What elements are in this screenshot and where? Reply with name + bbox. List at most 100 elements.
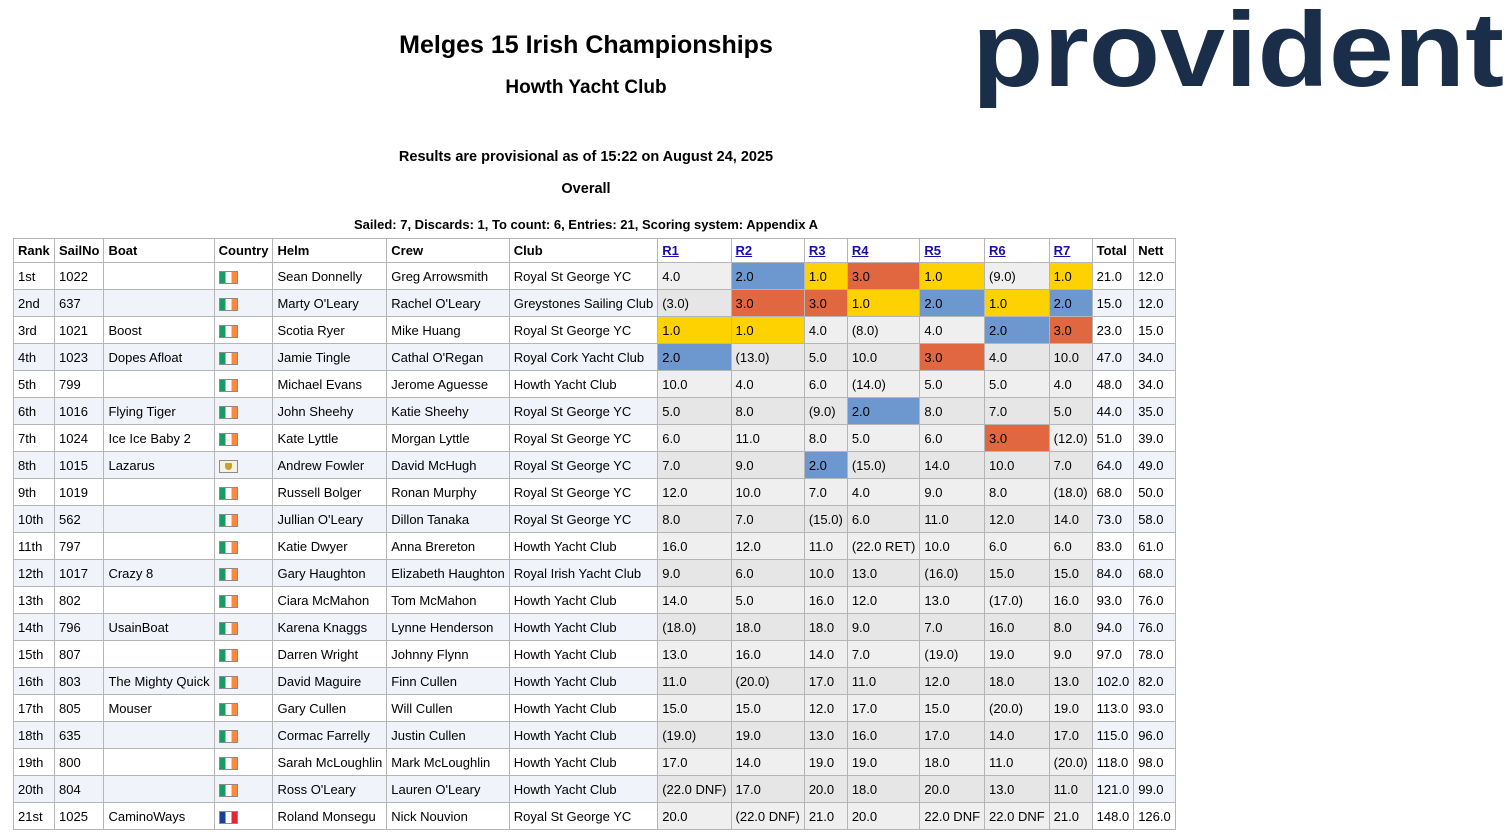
- race-score-r2: 8.0: [730, 397, 805, 425]
- club-cell: Howth Yacht Club: [508, 370, 659, 398]
- sail-number-cell: 799: [53, 370, 105, 398]
- club-cell: Howth Yacht Club: [508, 694, 659, 722]
- column-header-nett: Nett: [1133, 238, 1176, 263]
- boat-name-cell: [103, 532, 215, 560]
- nett-cell: 35.0: [1133, 397, 1176, 425]
- race-score-r2: 16.0: [730, 640, 805, 668]
- table-row: 2nd 637 Marty O'Leary Rachel O'Leary Greysto…: [13, 289, 1176, 317]
- sail-number-cell: 1023: [53, 343, 105, 371]
- race-score-r1: 11.0: [657, 667, 732, 695]
- race-score-r5: 18.0: [919, 748, 986, 776]
- country-cell: [213, 640, 274, 668]
- race-score-r4: 3.0: [846, 262, 921, 290]
- sail-number-cell: 637: [53, 289, 105, 317]
- race-score-r2: 5.0: [730, 586, 805, 614]
- race-score-r3: 17.0: [803, 667, 848, 695]
- club-cell: Howth Yacht Club: [508, 748, 659, 776]
- country-cell: [213, 451, 274, 479]
- country-cell: [213, 262, 274, 290]
- race-score-r7: 14.0: [1048, 505, 1093, 533]
- total-cell: 47.0: [1091, 343, 1135, 371]
- race-score-r2: 7.0: [730, 505, 805, 533]
- boat-name-cell: CaminoWays: [103, 802, 215, 830]
- column-header-r6: R6: [984, 238, 1050, 263]
- race-score-r7: 17.0: [1048, 721, 1093, 749]
- race-link-r6[interactable]: R6: [989, 243, 1006, 258]
- race-score-r6: 11.0: [984, 748, 1050, 776]
- race-score-r5: 11.0: [919, 505, 986, 533]
- race-score-r3: 10.0: [803, 559, 848, 587]
- race-score-r4: 20.0: [846, 802, 921, 830]
- race-score-r6: 16.0: [984, 613, 1050, 641]
- race-link-r1[interactable]: R1: [662, 243, 679, 258]
- flag-irl-icon: [218, 648, 238, 662]
- flag-irl-icon: [218, 270, 238, 284]
- boat-name-cell: The Mighty Quick: [103, 667, 215, 695]
- rank-cell: 8th: [13, 451, 55, 479]
- race-score-r2: 10.0: [730, 478, 805, 506]
- rank-cell: 2nd: [13, 289, 55, 317]
- boat-name-cell: UsainBoat: [103, 613, 215, 641]
- helm-cell: Gary Haughton: [272, 559, 388, 587]
- boat-name-cell: [103, 262, 215, 290]
- race-link-r7[interactable]: R7: [1053, 243, 1071, 258]
- boat-name-cell: Lazarus: [103, 451, 215, 479]
- race-link-r3[interactable]: R3: [808, 243, 826, 258]
- club-cell: Royal St George YC: [508, 397, 659, 425]
- race-score-r6: 5.0: [984, 370, 1050, 398]
- race-score-r3: 19.0: [803, 748, 848, 776]
- total-cell: 64.0: [1091, 451, 1135, 479]
- club-cell: Royal St George YC: [508, 478, 659, 506]
- race-link-r2[interactable]: R2: [735, 243, 753, 258]
- flag-fra-icon: [218, 810, 238, 824]
- total-cell: 118.0: [1091, 748, 1135, 776]
- helm-cell: Roland Monsegu: [272, 802, 388, 830]
- race-score-r5: 14.0: [919, 451, 986, 479]
- race-link-r5[interactable]: R5: [924, 243, 942, 258]
- race-score-r7: 10.0: [1048, 343, 1093, 371]
- club-cell: Royal Cork Yacht Club: [508, 343, 659, 371]
- race-score-r2: 17.0: [730, 775, 805, 803]
- table-row: 9th 1019 Russell Bolger Ronan Murphy Royal S…: [13, 478, 1176, 506]
- race-score-r2: 2.0: [730, 262, 805, 290]
- header-row: Rank SailNo Boat Country Helm Crew Club R1 R2 R3 R…: [13, 238, 1176, 263]
- race-score-r2: 9.0: [730, 451, 805, 479]
- race-score-r6: 15.0: [984, 559, 1050, 587]
- nett-cell: 76.0: [1133, 586, 1176, 614]
- race-score-r4: 12.0: [846, 586, 921, 614]
- sail-number-cell: 803: [53, 667, 105, 695]
- crew-cell: Rachel O'Leary: [386, 289, 510, 317]
- race-score-r1: 13.0: [657, 640, 732, 668]
- crew-cell: Dillon Tanaka: [386, 505, 510, 533]
- race-score-r4: 16.0: [846, 721, 921, 749]
- table-row: 12th 1017 Crazy 8 Gary Haughton Elizabeth Ha…: [13, 559, 1176, 587]
- flag-irl-icon: [218, 540, 238, 554]
- total-cell: 84.0: [1091, 559, 1135, 587]
- race-score-r3: 11.0: [803, 532, 848, 560]
- race-score-r7: (18.0): [1048, 478, 1093, 506]
- race-score-r3: 5.0: [803, 343, 848, 371]
- race-score-r1: 15.0: [657, 694, 732, 722]
- helm-cell: Karena Knaggs: [272, 613, 388, 641]
- column-header-crew: Crew: [386, 238, 510, 263]
- race-score-r3: 21.0: [803, 802, 848, 830]
- helm-cell: Marty O'Leary: [272, 289, 388, 317]
- race-score-r6: 14.0: [984, 721, 1050, 749]
- nett-cell: 39.0: [1133, 424, 1176, 452]
- helm-cell: Scotia Ryer: [272, 316, 388, 344]
- race-link-r4[interactable]: R4: [851, 243, 869, 258]
- race-score-r4: 10.0: [846, 343, 921, 371]
- race-score-r2: 4.0: [730, 370, 805, 398]
- race-score-r1: 10.0: [657, 370, 732, 398]
- total-cell: 148.0: [1091, 802, 1135, 830]
- venue-title: Howth Yacht Club: [505, 77, 667, 98]
- club-cell: Greystones Sailing Club: [508, 289, 659, 317]
- section-title: Overall: [561, 181, 611, 197]
- race-score-r5: 10.0: [919, 532, 986, 560]
- race-score-r4: 7.0: [846, 640, 921, 668]
- country-cell: [213, 559, 274, 587]
- race-score-r2: 11.0: [730, 424, 805, 452]
- race-score-r2: 3.0: [730, 289, 805, 317]
- helm-cell: John Sheehy: [272, 397, 388, 425]
- flag-irl-icon: [218, 702, 238, 716]
